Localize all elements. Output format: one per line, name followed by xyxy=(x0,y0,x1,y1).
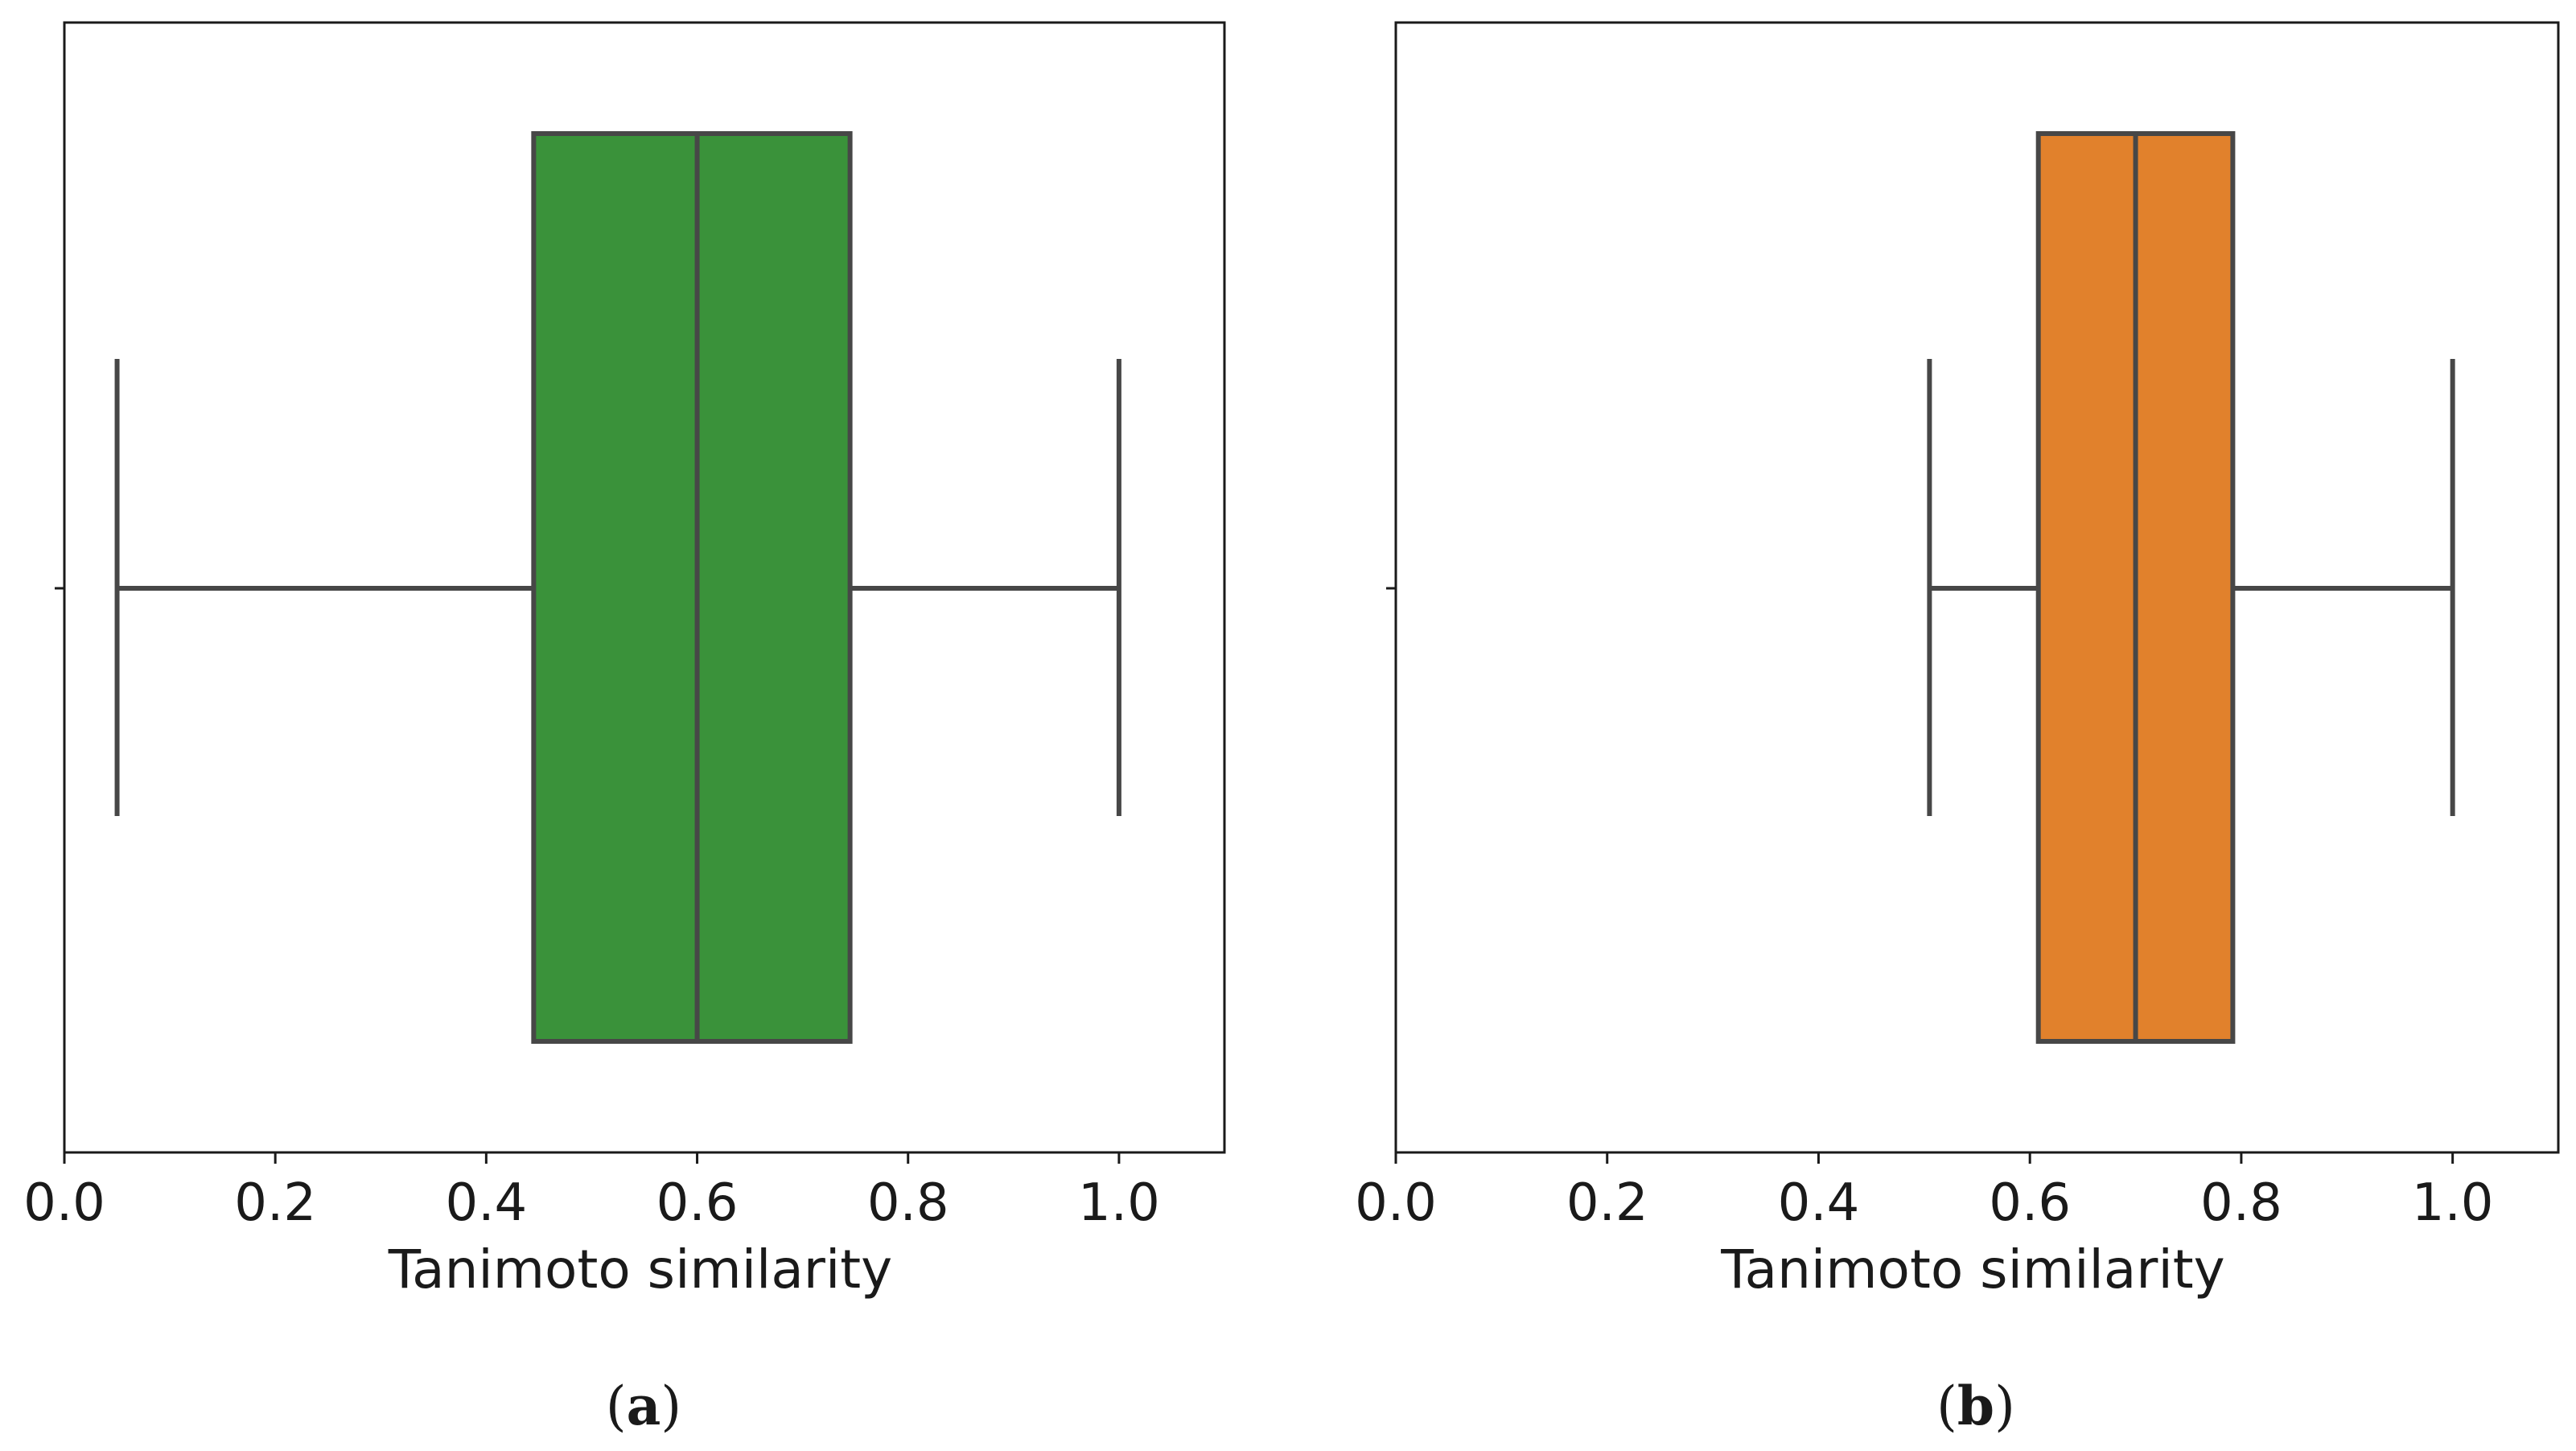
box-iqr xyxy=(531,131,853,1044)
x-axis-label: Tanimoto similarity xyxy=(1720,1239,2224,1301)
caption-open-paren: ( xyxy=(606,1375,627,1437)
x-axis-label: Tanimoto similarity xyxy=(388,1239,892,1301)
caption-close-paren: ) xyxy=(1994,1375,2015,1437)
x-tick-label: 0.4 xyxy=(1778,1173,1860,1233)
caption-letter: b xyxy=(1957,1375,1994,1437)
x-tick-label: 0.6 xyxy=(1989,1173,2071,1233)
caption-open-paren: ( xyxy=(1936,1375,1957,1437)
x-tick-label: 1.0 xyxy=(1078,1173,1160,1233)
x-tick-label: 0.2 xyxy=(234,1173,316,1233)
chart-panel-a: 0.0 0.2 0.4 0.6 0.8 1.0 Tanimoto similarity (a) xyxy=(23,21,1226,1437)
x-tick-label: 0.2 xyxy=(1566,1173,1648,1233)
x-tick-label: 0.4 xyxy=(445,1173,527,1233)
x-tick-label: 0.8 xyxy=(2200,1173,2282,1233)
panel-caption: (b) xyxy=(1936,1375,2015,1437)
x-tick-label: 1.0 xyxy=(2412,1173,2494,1233)
x-tick-label: 0.6 xyxy=(656,1173,739,1233)
caption-letter: a xyxy=(627,1375,661,1437)
panel-caption: (a) xyxy=(606,1375,681,1437)
x-tick-label: 0.8 xyxy=(867,1173,949,1233)
x-tick-label: 0.0 xyxy=(1355,1173,1437,1233)
caption-close-paren: ) xyxy=(660,1375,681,1437)
chart-panel-b: 0.0 0.2 0.4 0.6 0.8 1.0 Tanimoto similarity (b) xyxy=(1355,21,2560,1437)
x-tick-label: 0.0 xyxy=(23,1173,105,1233)
